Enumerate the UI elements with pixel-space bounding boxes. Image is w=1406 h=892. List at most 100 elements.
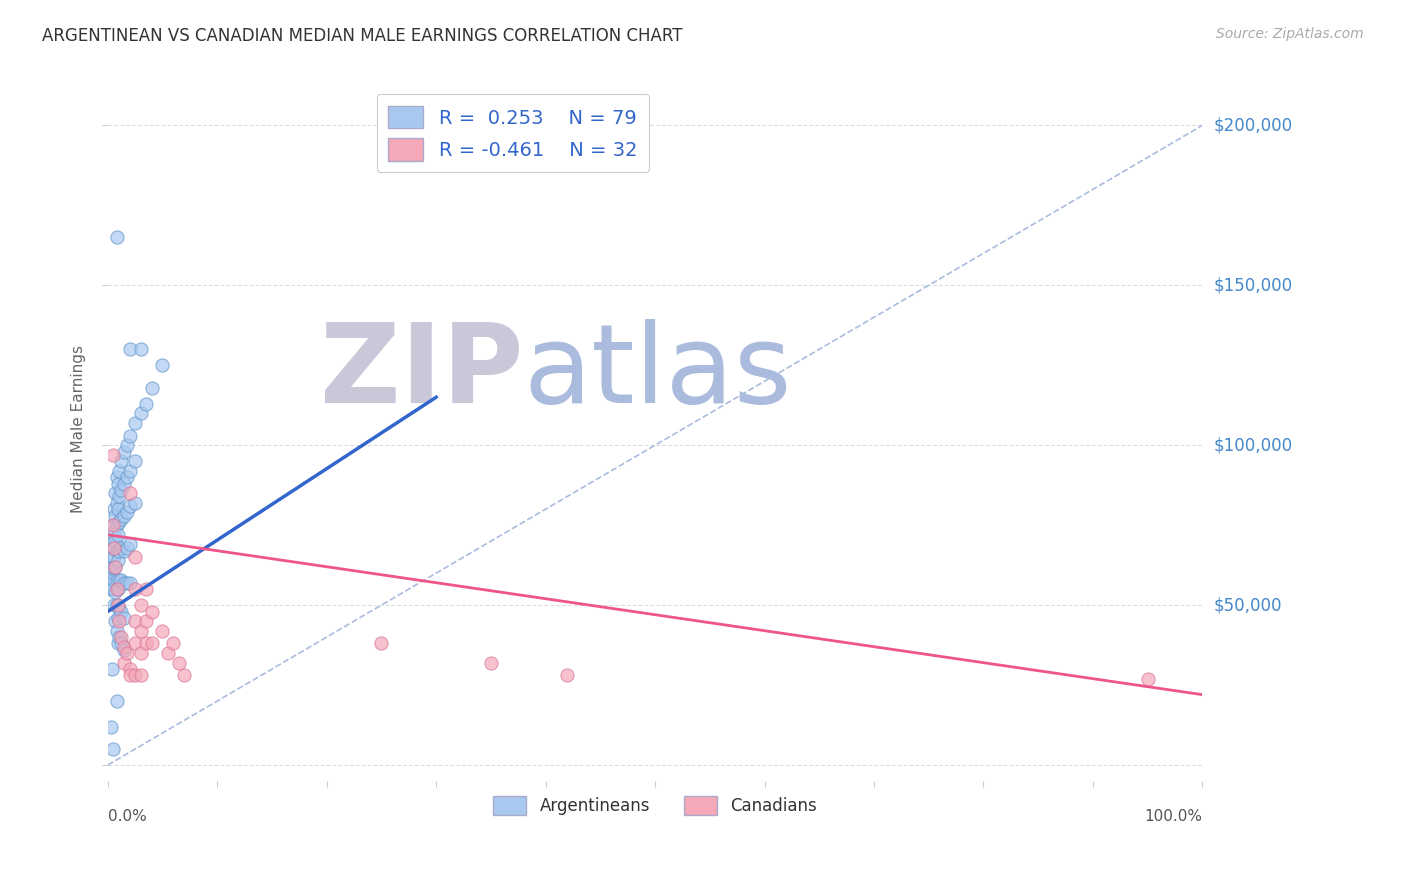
Text: atlas: atlas [523,319,792,426]
Point [112,476,135,491]
Text: Source: ZipAtlas.com: Source: ZipAtlas.com [1216,27,1364,41]
Text: $100,000: $100,000 [1213,436,1292,454]
Point [103,528,125,542]
Point [1136,672,1159,686]
Point [112,444,135,458]
Point [107,573,129,587]
Point [156,646,179,660]
Point [105,518,128,533]
Point [141,605,163,619]
Point [118,662,141,676]
Point [110,512,132,526]
Point [112,643,135,657]
Point [124,550,146,565]
Point [110,573,132,587]
Point [107,528,129,542]
Point [135,614,157,628]
Point [129,343,152,357]
Point [135,636,157,650]
Point [98,566,121,581]
Point [173,668,195,682]
Point [118,428,141,442]
Point [103,550,125,565]
Point [104,486,127,500]
Point [100,720,122,734]
Point [118,486,141,500]
Point [118,499,141,513]
Point [105,582,128,596]
Text: 100.0%: 100.0% [1144,809,1202,824]
Point [103,502,125,516]
Point [129,598,152,612]
Point [103,518,125,533]
Point [107,601,129,615]
Point [105,496,128,510]
Point [112,508,135,523]
Point [112,656,135,670]
Point [152,624,174,638]
Point [135,397,157,411]
Point [101,662,124,676]
Point [110,605,132,619]
Point [129,646,152,660]
Point [117,646,139,660]
Text: ARGENTINEAN VS CANADIAN MEDIAN MALE EARNINGS CORRELATION CHART: ARGENTINEAN VS CANADIAN MEDIAN MALE EARN… [42,27,683,45]
Point [110,636,132,650]
Point [141,636,163,650]
Point [103,573,125,587]
Point [104,559,127,574]
Point [117,470,139,484]
Point [118,575,141,590]
Point [124,454,146,468]
Point [107,543,129,558]
Point [118,343,141,357]
Point [104,585,127,599]
Point [124,668,146,682]
Point [105,230,128,244]
Point [105,694,128,708]
Y-axis label: Median Male Earnings: Median Male Earnings [72,345,86,513]
Point [103,742,125,756]
Point [110,483,132,497]
Point [167,656,190,670]
Point [104,534,127,549]
Point [105,624,128,638]
Point [124,416,146,430]
Point [101,566,124,581]
Text: 0.0%: 0.0% [108,809,146,824]
Point [107,515,129,529]
Point [112,543,135,558]
Point [104,559,127,574]
Text: $200,000: $200,000 [1213,117,1292,135]
Point [107,502,129,516]
Legend: Argentineans, Canadians: Argentineans, Canadians [486,789,824,822]
Point [112,640,135,654]
Point [107,630,129,644]
Point [124,582,146,596]
Point [118,668,141,682]
Point [118,464,141,478]
Point [117,438,139,452]
Point [110,630,132,644]
Point [129,624,152,638]
Point [117,505,139,519]
Point [103,448,125,462]
Point [110,454,132,468]
Point [105,470,128,484]
Point [112,611,135,625]
Point [105,573,128,587]
Point [104,614,127,628]
Point [103,598,125,612]
Point [479,656,502,670]
Point [124,636,146,650]
Point [105,543,128,558]
Point [104,508,127,523]
Point [105,598,128,612]
Point [107,553,129,567]
Point [107,489,129,503]
Text: $50,000: $50,000 [1213,596,1282,614]
Point [107,476,129,491]
Point [152,358,174,372]
Point [117,541,139,555]
Point [100,559,122,574]
